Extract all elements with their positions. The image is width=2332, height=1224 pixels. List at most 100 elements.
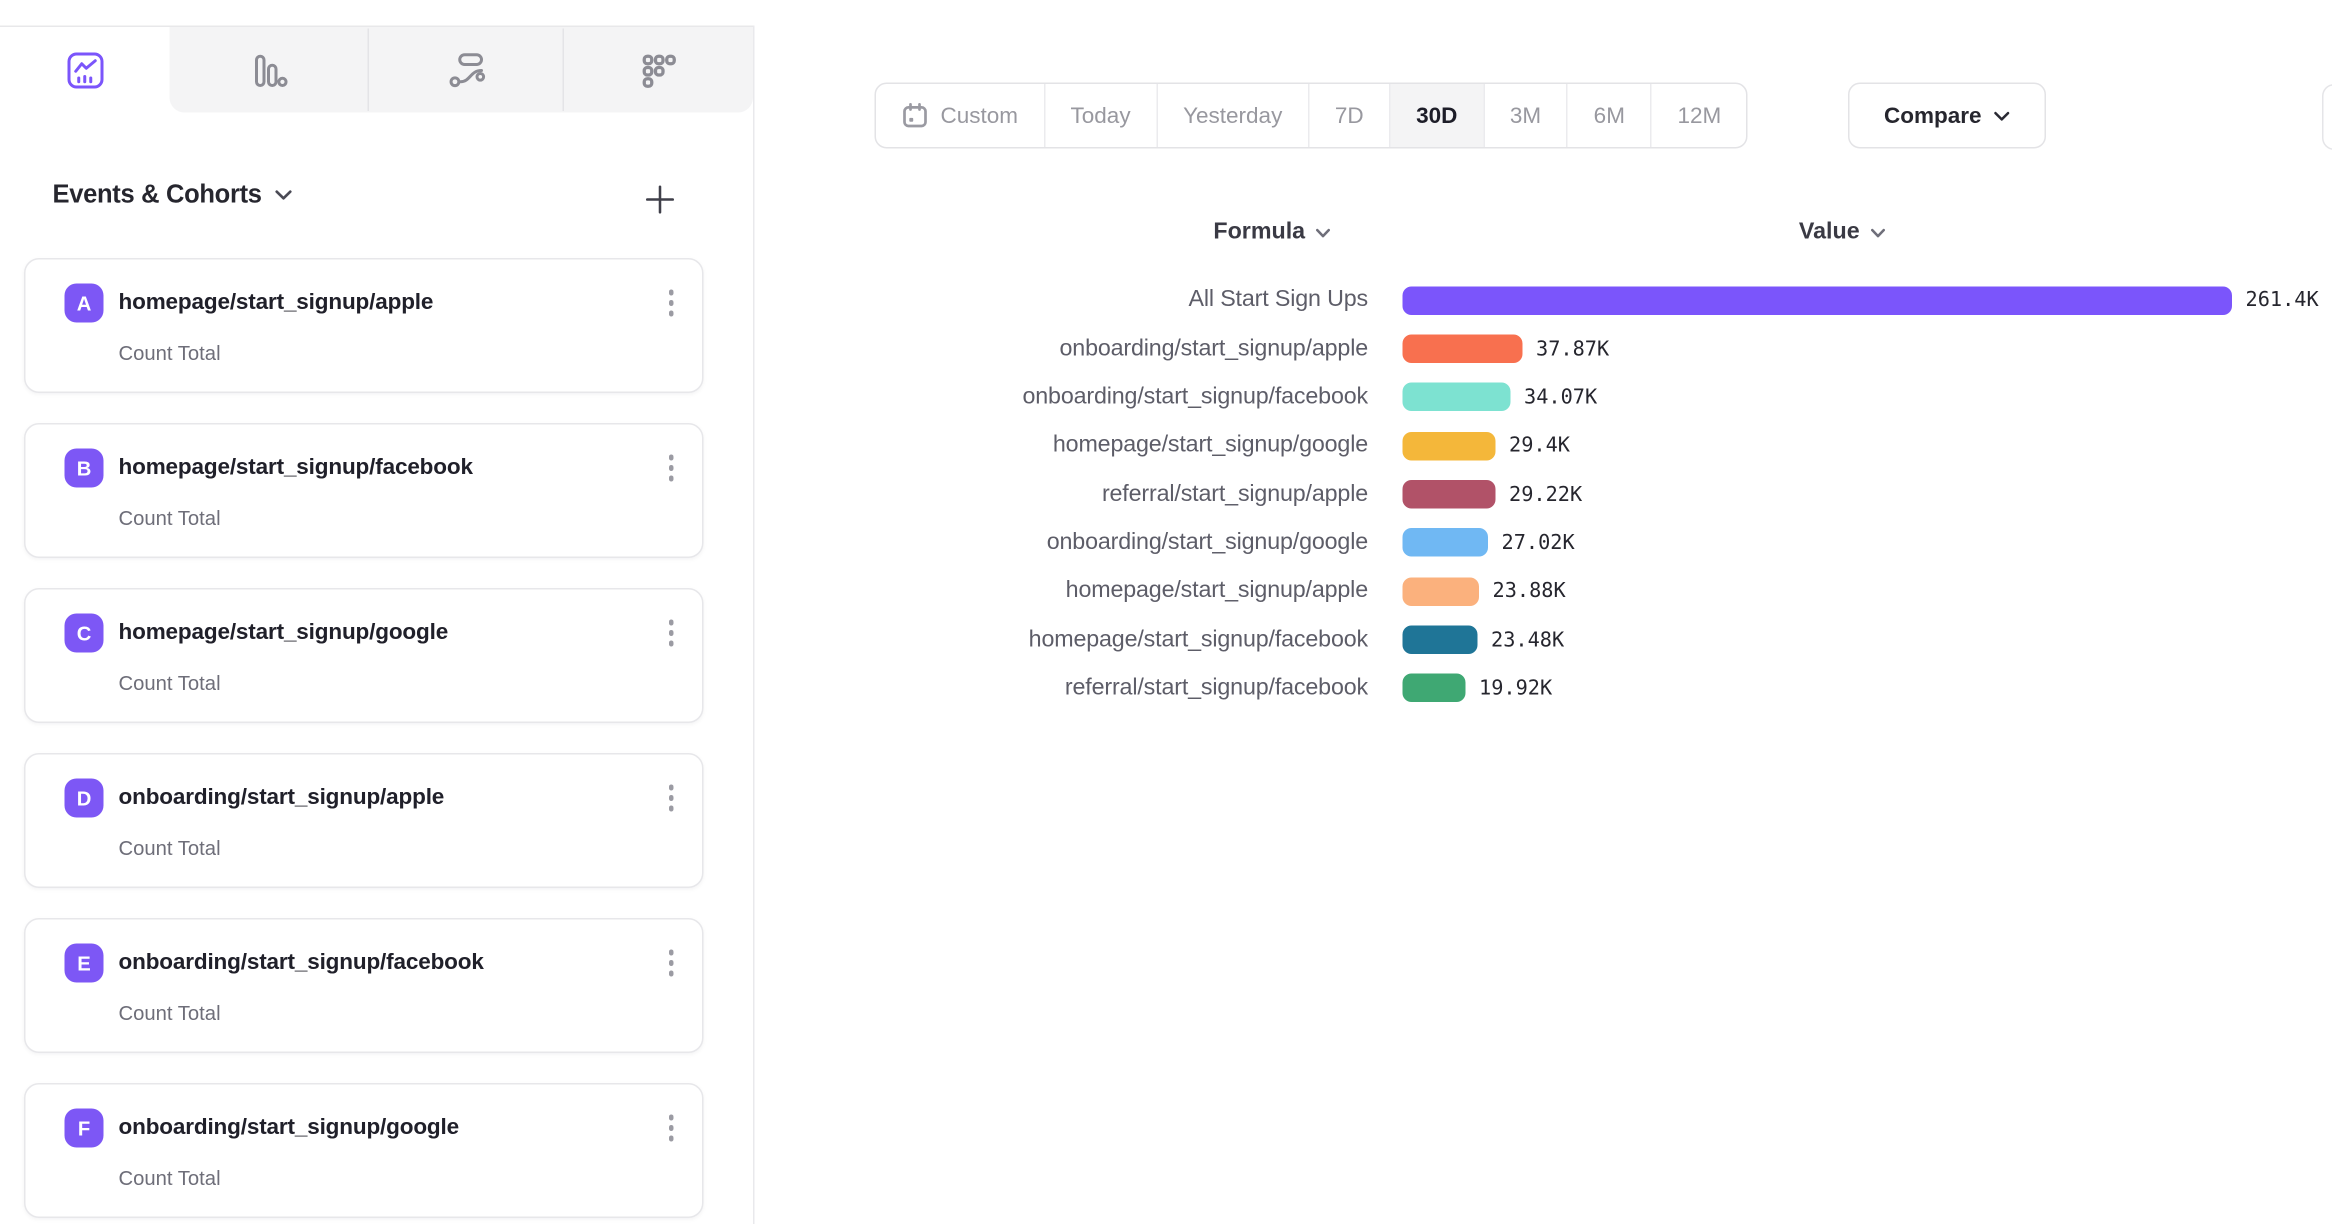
bar-chart-row: onboarding/start_signup/apple 37.87K — [0, 325, 2332, 374]
tab-bar-chart[interactable] — [170, 27, 368, 113]
chevron-down-icon — [1994, 110, 2011, 121]
kebab-menu-icon[interactable] — [665, 947, 676, 979]
event-name: homepage/start_signup/apple — [118, 289, 434, 316]
bar-row-label: onboarding/start_signup/facebook — [1022, 383, 1368, 410]
kebab-menu-icon[interactable] — [665, 287, 676, 319]
bar-row-label: onboarding/start_signup/apple — [1059, 335, 1369, 361]
bar[interactable] — [1402, 383, 1511, 412]
line-chart-icon — [65, 50, 104, 89]
chevron-down-icon — [1870, 227, 1885, 238]
compare-button[interactable]: Compare — [1848, 82, 2046, 149]
date-range-option[interactable]: 6M — [1568, 84, 1652, 147]
flows-icon — [445, 50, 486, 91]
bar-row-label: homepage/start_signup/google — [1052, 432, 1368, 458]
bar-chart-icon — [249, 50, 288, 89]
kebab-menu-icon[interactable] — [665, 452, 676, 484]
chart-column-headers: Formula Value — [0, 219, 2332, 249]
event-metric[interactable]: Count Total — [118, 672, 221, 695]
bar-row-value: 261.4K — [2245, 288, 2319, 313]
formula-header-label: Formula — [1213, 219, 1306, 245]
event-card-list: A homepage/start_signup/apple Count Tota… — [24, 258, 704, 1218]
date-range-label: 30D — [1416, 102, 1458, 129]
event-letter-badge: C — [64, 613, 104, 653]
bar-chart-row: homepage/start_signup/apple 23.88K — [0, 567, 2332, 616]
bar-row-value: 23.88K — [1492, 579, 1566, 604]
chevron-down-icon — [1316, 227, 1331, 238]
event-card[interactable]: A homepage/start_signup/apple Count Tota… — [24, 258, 704, 393]
kebab-menu-icon[interactable] — [665, 1112, 676, 1144]
event-name: onboarding/start_signup/apple — [118, 784, 445, 811]
kebab-menu-icon[interactable] — [665, 782, 676, 814]
bar-row-value: 19.92K — [1479, 676, 1553, 701]
date-range-option[interactable]: 30D — [1390, 84, 1485, 147]
date-range-option[interactable]: Custom — [876, 84, 1046, 147]
date-range-selector: Custom Today — [874, 82, 1749, 149]
date-range-label: Custom — [940, 102, 1019, 129]
bar-row-label: All Start Sign Ups — [1188, 286, 1368, 313]
bar-chart: All Start Sign Ups 261.4K onboarding/sta… — [0, 276, 2332, 713]
event-name: homepage/start_signup/google — [118, 619, 449, 646]
event-metric[interactable]: Count Total — [118, 837, 221, 860]
bar[interactable] — [1402, 480, 1496, 509]
grid-dots-icon — [638, 50, 679, 91]
tab-divider — [562, 28, 564, 111]
date-range-label: 6M — [1593, 102, 1625, 129]
bar[interactable] — [1402, 286, 2232, 315]
event-letter-badge: E — [64, 943, 104, 983]
event-card[interactable]: F onboarding/start_signup/google Count T… — [24, 1083, 704, 1218]
tabstrip-top-border — [0, 25, 753, 27]
bar-chart-row: onboarding/start_signup/google 27.02K — [0, 519, 2332, 568]
event-metric[interactable]: Count Total — [118, 507, 221, 530]
tab-flows[interactable] — [368, 27, 563, 113]
event-metric[interactable]: Count Total — [118, 1002, 221, 1025]
bar[interactable] — [1402, 431, 1496, 461]
event-card[interactable]: C homepage/start_signup/google Count Tot… — [24, 588, 704, 723]
date-range-label: 3M — [1509, 102, 1542, 129]
bar-row-label: onboarding/start_signup/google — [1046, 529, 1368, 555]
compare-label: Compare — [1883, 102, 1982, 129]
add-event-button[interactable] — [639, 179, 681, 221]
bar-row-value: 29.22K — [1509, 482, 1583, 507]
bar-chart-row: homepage/start_signup/facebook 23.48K — [0, 616, 2332, 665]
event-card[interactable]: E onboarding/start_signup/facebook Count… — [24, 918, 704, 1053]
date-range-option[interactable]: Today — [1045, 84, 1158, 147]
plus-icon — [644, 183, 677, 216]
date-range-option[interactable]: Yesterday — [1158, 84, 1310, 147]
value-column-header[interactable]: Value — [1707, 219, 1977, 246]
date-range-option[interactable]: 3M — [1484, 84, 1569, 147]
event-letter-badge: A — [64, 283, 104, 323]
event-metric[interactable]: Count Total — [118, 342, 221, 365]
bar-row-label: referral/start_signup/facebook — [1064, 674, 1368, 701]
date-range-label: 7D — [1334, 102, 1364, 129]
kebab-menu-icon[interactable] — [665, 617, 676, 649]
bar-chart-row: All Start Sign Ups 261.4K — [0, 276, 2332, 325]
bar-row-value: 23.48K — [1491, 627, 1565, 652]
date-range-option[interactable]: 7D — [1309, 84, 1391, 147]
event-letter-badge: F — [64, 1108, 104, 1148]
date-range-label: Today — [1070, 102, 1131, 129]
bar[interactable] — [1402, 625, 1478, 655]
bar[interactable] — [1402, 528, 1488, 558]
event-card[interactable]: B homepage/start_signup/facebook Count T… — [24, 423, 704, 558]
value-header-label: Value — [1798, 219, 1860, 245]
event-metric[interactable]: Count Total — [118, 1167, 221, 1190]
event-card[interactable]: D onboarding/start_signup/apple Count To… — [24, 753, 704, 888]
bar-chart-row: onboarding/start_signup/facebook 34.07K — [0, 373, 2332, 422]
offscreen-button-edge[interactable] — [2322, 84, 2332, 150]
bar-row-value: 29.4K — [1509, 433, 1570, 458]
bar[interactable] — [1402, 674, 1466, 703]
tab-line-chart[interactable] — [0, 27, 170, 113]
tab-retention-grid[interactable] — [563, 27, 754, 113]
bar-row-value: 34.07K — [1524, 385, 1598, 410]
events-cohorts-header[interactable]: Events & Cohorts — [53, 180, 294, 210]
events-cohorts-title: Events & Cohorts — [52, 180, 262, 209]
formula-column-header[interactable]: Formula — [1137, 219, 1407, 246]
bar-row-value: 27.02K — [1501, 530, 1575, 555]
bar[interactable] — [1402, 334, 1523, 364]
bar-row-value: 37.87K — [1536, 336, 1610, 361]
date-range-option[interactable]: 12M — [1652, 84, 1747, 147]
bar[interactable] — [1402, 577, 1479, 606]
bar-chart-row: referral/start_signup/facebook 19.92K — [0, 664, 2332, 713]
event-name: homepage/start_signup/facebook — [118, 454, 473, 481]
